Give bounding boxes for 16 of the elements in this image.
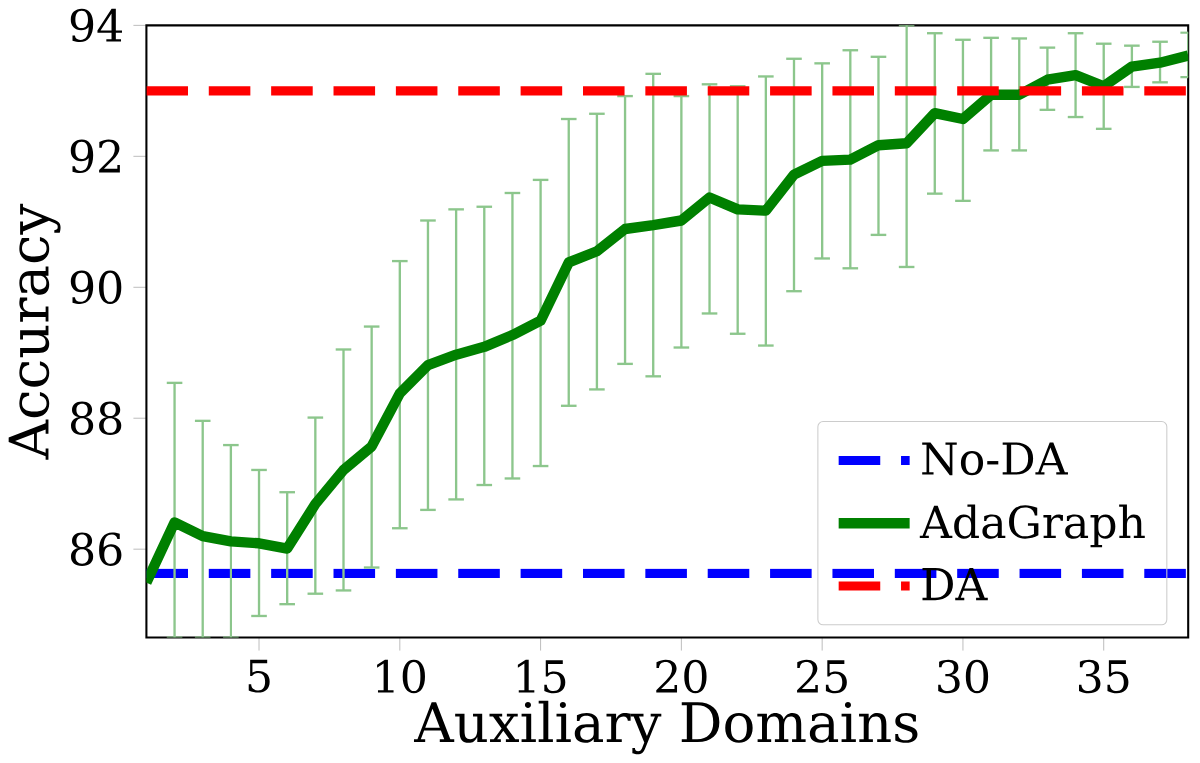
y-tick-label: 94 bbox=[70, 8, 122, 43]
x-tick-label: 10 bbox=[377, 659, 425, 694]
x-tick-label: 15 bbox=[517, 659, 566, 694]
y-tick-label: 90 bbox=[70, 270, 122, 305]
x-tick-label: 25 bbox=[797, 659, 847, 694]
x-axis-title: Auxiliary Domains bbox=[413, 700, 918, 755]
x-tick-label: 5 bbox=[248, 659, 270, 693]
legend-label: No-DA bbox=[922, 442, 1068, 476]
x-tick-label: 20 bbox=[656, 659, 707, 694]
y-tick-label: 88 bbox=[70, 401, 122, 435]
x-tick-label: 35 bbox=[1079, 659, 1129, 694]
y-tick-label: 86 bbox=[70, 532, 122, 566]
x-tick-label: 30 bbox=[938, 659, 989, 694]
y-tick-label: 92 bbox=[70, 139, 120, 174]
legend-label: AdaGraph bbox=[919, 504, 1145, 548]
y-axis-title: Accuracy bbox=[8, 203, 61, 460]
